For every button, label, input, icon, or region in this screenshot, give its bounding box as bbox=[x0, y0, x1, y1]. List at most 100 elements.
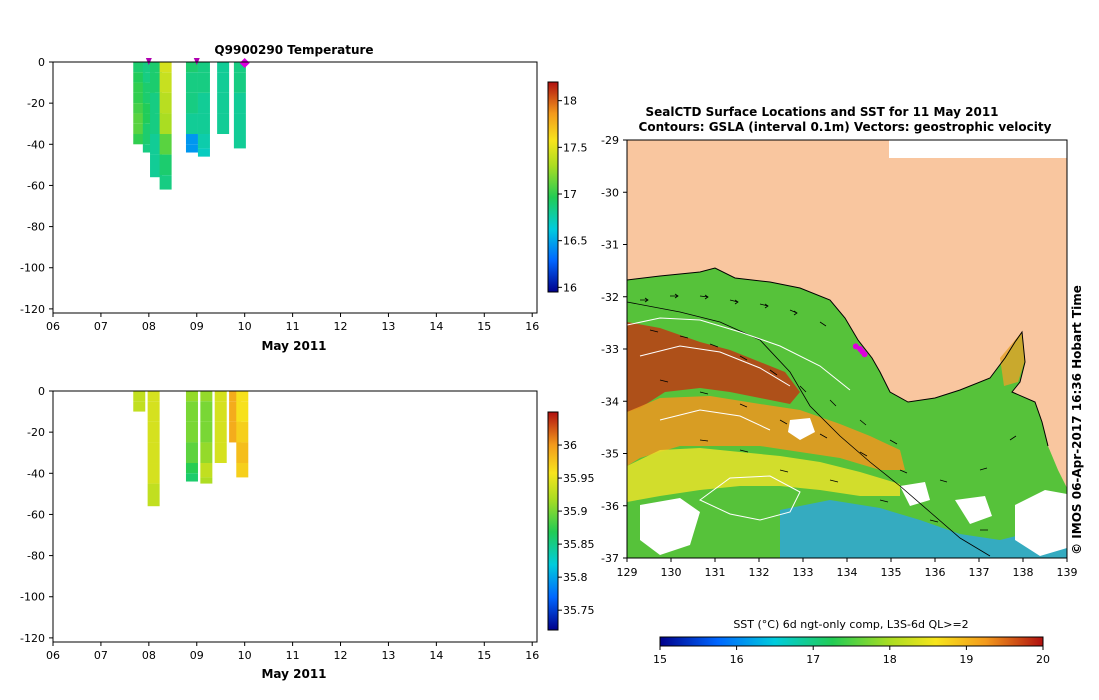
profile-cell-3-1 bbox=[200, 401, 213, 422]
profile-cell-6-0 bbox=[217, 62, 230, 73]
y-tick-label: -80 bbox=[27, 221, 45, 234]
x-tick-label: 12 bbox=[334, 649, 348, 662]
profile-cell-3-4 bbox=[200, 463, 213, 478]
profile-cell-3-4 bbox=[159, 134, 172, 155]
profile-cell-1-4 bbox=[147, 463, 160, 484]
profile-cell-1-0 bbox=[147, 391, 160, 402]
x-tick-label: 06 bbox=[46, 649, 60, 662]
profile-cell-2-2 bbox=[185, 421, 198, 443]
x-tick-label: 15 bbox=[477, 320, 491, 333]
profile-cell-2-3 bbox=[150, 113, 163, 135]
colorbar-tick-label: 18 bbox=[563, 95, 577, 108]
x-tick-label: 07 bbox=[94, 320, 108, 333]
profile-cell-4-3 bbox=[214, 442, 227, 464]
profile-cell-0-0 bbox=[133, 62, 146, 73]
x-tick-label: 14 bbox=[429, 649, 443, 662]
x-tick-label: 16 bbox=[525, 320, 539, 333]
colorbar-tick-label: 17 bbox=[563, 188, 577, 201]
y-tick-label: -120 bbox=[20, 303, 45, 316]
profile-cell-5-5 bbox=[197, 148, 210, 157]
sst-tick-label: 16 bbox=[730, 653, 744, 666]
profile-cell-5-1 bbox=[197, 72, 210, 93]
y-tick-label: 0 bbox=[38, 385, 45, 398]
colorbar-tick-label: 17.5 bbox=[563, 141, 588, 154]
x-tick-label: 16 bbox=[525, 649, 539, 662]
profile-cell-2-2 bbox=[150, 92, 163, 114]
profile-cell-3-0 bbox=[159, 62, 172, 73]
lat-tick-label: -36 bbox=[601, 500, 619, 513]
profile-cell-0-7 bbox=[133, 134, 146, 145]
salinity-panel: 06 07 08 09 10 11 12 13 14 15 16 0 -20 -40 -60 -80 -100 -… bbox=[20, 385, 594, 681]
lon-tick-label: 132 bbox=[749, 566, 770, 579]
profile-cell-5-4 bbox=[197, 134, 210, 149]
sst-tick-label: 19 bbox=[959, 653, 973, 666]
lat-tick-label: -34 bbox=[601, 395, 619, 408]
profile-cell-5-2 bbox=[197, 92, 210, 114]
cloud-gaps bbox=[640, 418, 1067, 556]
warm-sst-mid bbox=[627, 396, 905, 470]
profile-cell-2-1 bbox=[150, 72, 163, 93]
seal-location-marker bbox=[861, 351, 868, 358]
x-tick-label: 07 bbox=[94, 649, 108, 662]
profile-cell-3-3 bbox=[159, 113, 172, 135]
temperature-colorbar-ticks: 16 16.5 17 17.5 18 bbox=[558, 95, 588, 294]
colorbar-tick-label: 35.75 bbox=[563, 604, 595, 617]
y-tick-label: -40 bbox=[27, 467, 45, 480]
y-tick-label: -120 bbox=[20, 632, 45, 645]
profile-cell-0-5 bbox=[133, 113, 146, 124]
profile-cell-3-6 bbox=[159, 175, 172, 190]
temperature-plot-frame bbox=[52, 61, 538, 314]
profile-cell-1-2 bbox=[142, 82, 155, 93]
profile-cell-3-0 bbox=[200, 391, 213, 402]
sst-map-panel: SealCTD Surface Locations and SST for 11… bbox=[601, 105, 1084, 666]
profile-cell-3-3 bbox=[200, 442, 213, 464]
lon-tick-label: 136 bbox=[925, 566, 946, 579]
profile-cell-2-4 bbox=[185, 463, 198, 474]
sst-colorbar-ticks: 15 16 17 18 19 20 bbox=[653, 646, 1050, 666]
profile-cell-1-1 bbox=[142, 72, 155, 83]
x-tick-label: 06 bbox=[46, 320, 60, 333]
x-tick-label: 14 bbox=[429, 320, 443, 333]
profile-cell-2-5 bbox=[150, 154, 163, 178]
profile-cell-3-5 bbox=[159, 154, 172, 176]
y-tick-label: -20 bbox=[27, 97, 45, 110]
profile-cell-7-4 bbox=[233, 134, 246, 149]
profile-cell-4-3 bbox=[185, 113, 198, 135]
x-tick-label: 09 bbox=[190, 320, 204, 333]
lon-tick-label: 129 bbox=[617, 566, 638, 579]
profile-cell-0-4 bbox=[133, 103, 146, 114]
colorbar-tick-label: 36 bbox=[563, 439, 577, 452]
map-title: SealCTD Surface Locations and SST for 11… bbox=[645, 105, 998, 119]
profile-cell-1-0 bbox=[142, 62, 155, 73]
temperature-profiles bbox=[133, 62, 246, 190]
profile-cell-1-2 bbox=[147, 421, 160, 443]
seal-location-marker bbox=[852, 343, 859, 350]
salinity-axes: 06 07 08 09 10 11 12 13 14 15 16 0 -20 -40 -60 -80 -100 -… bbox=[20, 385, 539, 662]
profile-cell-5-3 bbox=[197, 113, 210, 135]
temperature-colorbar bbox=[547, 81, 559, 293]
x-tick-label: 15 bbox=[477, 649, 491, 662]
salinity-profiles bbox=[133, 391, 249, 507]
profile-cell-2-4 bbox=[150, 134, 163, 155]
profile-cell-4-0 bbox=[185, 62, 198, 73]
no-data-patch bbox=[889, 140, 1067, 158]
temperature-panel: Q9900290 Temperature 06 07 08 09 10 11 12 13 14 1… bbox=[20, 43, 587, 353]
profile-cell-1-5 bbox=[142, 113, 155, 124]
x-tick-label: 08 bbox=[142, 649, 156, 662]
profile-cell-3-5 bbox=[200, 477, 213, 484]
cool-sst-south bbox=[780, 500, 1067, 558]
sst-tick-label: 18 bbox=[883, 653, 897, 666]
salinity-colorbar-ticks: 35.75 35.8 35.85 35.9 35.95 36 bbox=[558, 439, 595, 617]
profile-cell-4-2 bbox=[214, 421, 227, 443]
x-tick-label: 10 bbox=[238, 320, 252, 333]
sst-colorbar-label: SST (°C) 6d ngt-only comp, L3S-6d QL>=2 bbox=[733, 618, 968, 631]
profile-cell-2-5 bbox=[185, 473, 198, 482]
colorbar-tick-label: 16 bbox=[563, 281, 577, 294]
lat-tick-label: -32 bbox=[601, 291, 619, 304]
y-tick-label: -60 bbox=[27, 508, 45, 521]
profile-cell-0-2 bbox=[133, 82, 146, 93]
lat-tick-label: -31 bbox=[601, 239, 619, 252]
profile-cell-6-3 bbox=[236, 442, 249, 464]
profile-cell-1-3 bbox=[147, 442, 160, 464]
imos-credit: © IMOS 06-Apr-2017 16:36 Hobart Time bbox=[1070, 285, 1084, 555]
